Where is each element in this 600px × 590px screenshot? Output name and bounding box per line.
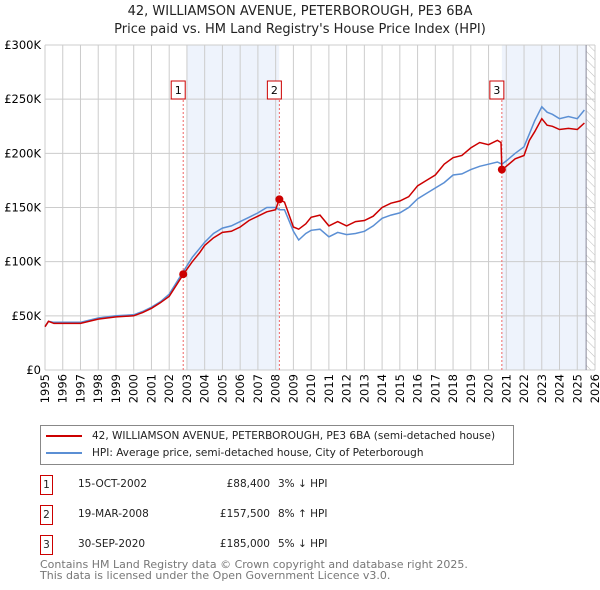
- transaction-number: 2: [40, 505, 53, 525]
- x-tick-label: 2021: [499, 374, 513, 403]
- transaction-price: £157,500: [219, 508, 270, 520]
- x-tick-label: 1997: [73, 374, 87, 403]
- y-tick-label: £200K: [4, 146, 41, 160]
- transaction-price: £185,000: [219, 538, 270, 550]
- x-tick-label: 2007: [251, 374, 265, 403]
- x-tick-label: 2000: [127, 374, 141, 403]
- x-tick-label: 2025: [570, 374, 584, 403]
- legend-hpi-swatch: [46, 452, 82, 454]
- x-tick-label: 2008: [269, 374, 283, 403]
- legend: 42, WILLIAMSON AVENUE, PETERBOROUGH, PE3…: [40, 425, 514, 465]
- x-tick-label: 2013: [357, 374, 371, 403]
- legend-hpi-label: HPI: Average price, semi-detached house,…: [92, 447, 424, 459]
- x-tick-label: 2015: [393, 374, 407, 403]
- sale-label: 1: [175, 84, 182, 97]
- sale-label-box: [489, 80, 505, 100]
- x-tick-label: 2001: [144, 374, 158, 403]
- sale-label-box: [170, 80, 186, 100]
- footer-licence: This data is licensed under the Open Gov…: [40, 569, 391, 582]
- transaction-number: 1: [40, 475, 53, 495]
- transaction-hpi-delta: 8% ↑ HPI: [278, 508, 328, 520]
- footer-copyright: Contains HM Land Registry data © Crown c…: [40, 558, 468, 571]
- transaction-hpi-delta: 5% ↓ HPI: [278, 538, 328, 550]
- sale-label-box: [266, 80, 282, 100]
- transaction-hpi-delta: 3% ↓ HPI: [278, 478, 328, 490]
- transaction-date: 19-MAR-2008: [78, 508, 149, 520]
- x-tick-label: 2020: [482, 374, 496, 403]
- y-tick-label: £50K: [12, 309, 42, 323]
- x-tick-label: 2016: [411, 374, 425, 403]
- sale-label: 2: [271, 84, 278, 97]
- x-tick-label: 2012: [340, 374, 354, 403]
- transaction-price: £88,400: [226, 478, 270, 490]
- y-tick-label: £100K: [4, 255, 41, 269]
- x-tick-label: 2006: [233, 374, 247, 403]
- x-tick-label: 2024: [553, 374, 567, 403]
- y-tick-label: £250K: [4, 92, 41, 106]
- y-tick-label: £150K: [4, 201, 41, 215]
- x-tick-label: 1998: [91, 374, 105, 403]
- price-chart: 1995 1996 1997 1998 1999 2000 2001 2002 2003 2004…: [4, 38, 600, 403]
- sale-point: [179, 270, 188, 279]
- x-tick-label: 2004: [198, 374, 212, 403]
- x-tick-label: 1999: [109, 374, 123, 403]
- x-tick-label: 2002: [162, 374, 176, 403]
- chart-subtitle: Price paid vs. HM Land Registry's House …: [114, 22, 486, 37]
- sale-label: 3: [493, 84, 500, 97]
- legend-property-label: 42, WILLIAMSON AVENUE, PETERBOROUGH, PE3…: [92, 430, 496, 442]
- y-tick-label: £300K: [4, 38, 41, 52]
- hpi-line: [44, 105, 585, 328]
- x-tick-label: 2018: [446, 374, 460, 403]
- x-tick-label: 2005: [215, 374, 229, 403]
- x-tick-label: 2022: [517, 374, 531, 403]
- sale-point: [497, 165, 506, 174]
- chart-title: 42, WILLIAMSON AVENUE, PETERBOROUGH, PE3…: [127, 4, 473, 19]
- sale-point: [275, 195, 284, 204]
- x-tick-label: 2011: [322, 374, 336, 403]
- legend-property-swatch: [46, 435, 82, 437]
- x-tick-label: 2023: [535, 374, 549, 403]
- transaction-date: 15-OCT-2002: [78, 478, 147, 490]
- transaction-row: 2 19-MAR-2008 £157,500 8% ↑ HPI: [40, 505, 440, 525]
- x-tick-label: 2026: [588, 374, 600, 403]
- x-tick-label: 1996: [56, 374, 70, 403]
- x-tick-label: 2014: [375, 374, 389, 403]
- transaction-number: 3: [40, 535, 53, 555]
- x-tick-label: 2003: [180, 374, 194, 403]
- footer: Contains HM Land Registry data © Crown c…: [40, 559, 468, 581]
- x-tick-label: 2019: [464, 374, 478, 403]
- x-tick-label: 1995: [38, 374, 52, 403]
- transaction-date: 30-SEP-2020: [78, 538, 146, 550]
- x-tick-label: 2009: [286, 374, 300, 403]
- y-tick-label: £0: [26, 363, 41, 377]
- x-tick-label: 2010: [304, 374, 318, 403]
- property-line: [44, 117, 585, 328]
- x-tick-label: 2017: [428, 374, 442, 403]
- transaction-row: 1 15-OCT-2002 £88,400 3% ↓ HPI: [40, 475, 440, 495]
- transaction-row: 3 30-SEP-2020 £185,000 5% ↓ HPI: [40, 535, 440, 555]
